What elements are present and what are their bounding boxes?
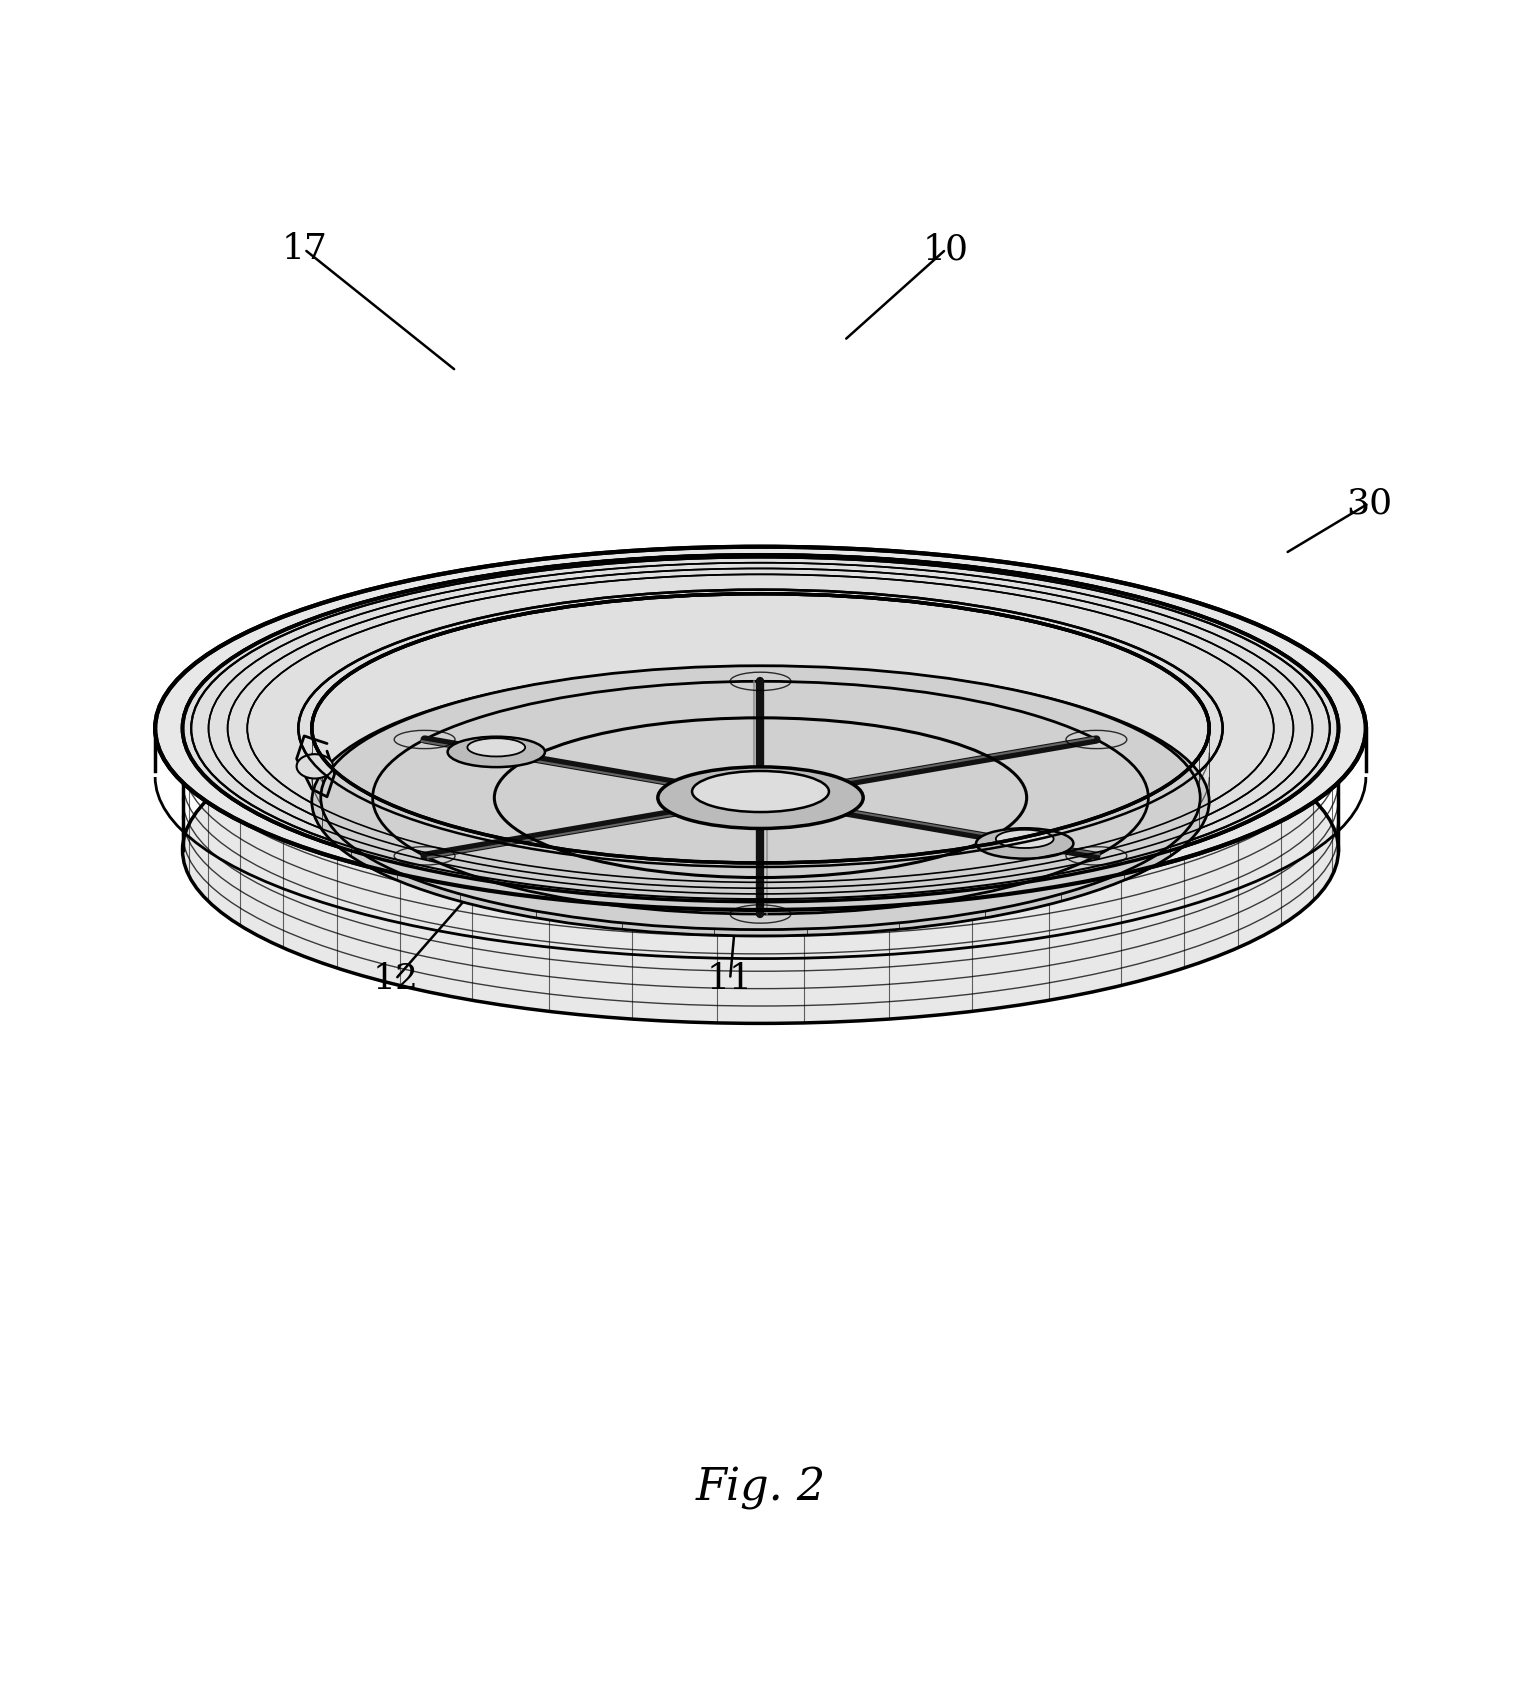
Text: 17: 17 [281, 233, 327, 267]
Ellipse shape [183, 554, 1338, 901]
Text: 30: 30 [1346, 486, 1392, 520]
Ellipse shape [297, 755, 333, 779]
Text: Fig. 2: Fig. 2 [695, 1467, 826, 1510]
Ellipse shape [312, 666, 1209, 937]
Ellipse shape [447, 736, 545, 767]
Ellipse shape [692, 772, 829, 813]
Ellipse shape [321, 666, 1200, 930]
Text: 10: 10 [923, 233, 969, 267]
Ellipse shape [657, 767, 864, 828]
Ellipse shape [996, 830, 1054, 848]
Text: 11: 11 [707, 962, 753, 996]
Ellipse shape [976, 828, 1074, 858]
Ellipse shape [467, 738, 525, 756]
Ellipse shape [155, 547, 1366, 910]
Ellipse shape [183, 677, 1338, 1023]
Text: 12: 12 [373, 962, 418, 996]
